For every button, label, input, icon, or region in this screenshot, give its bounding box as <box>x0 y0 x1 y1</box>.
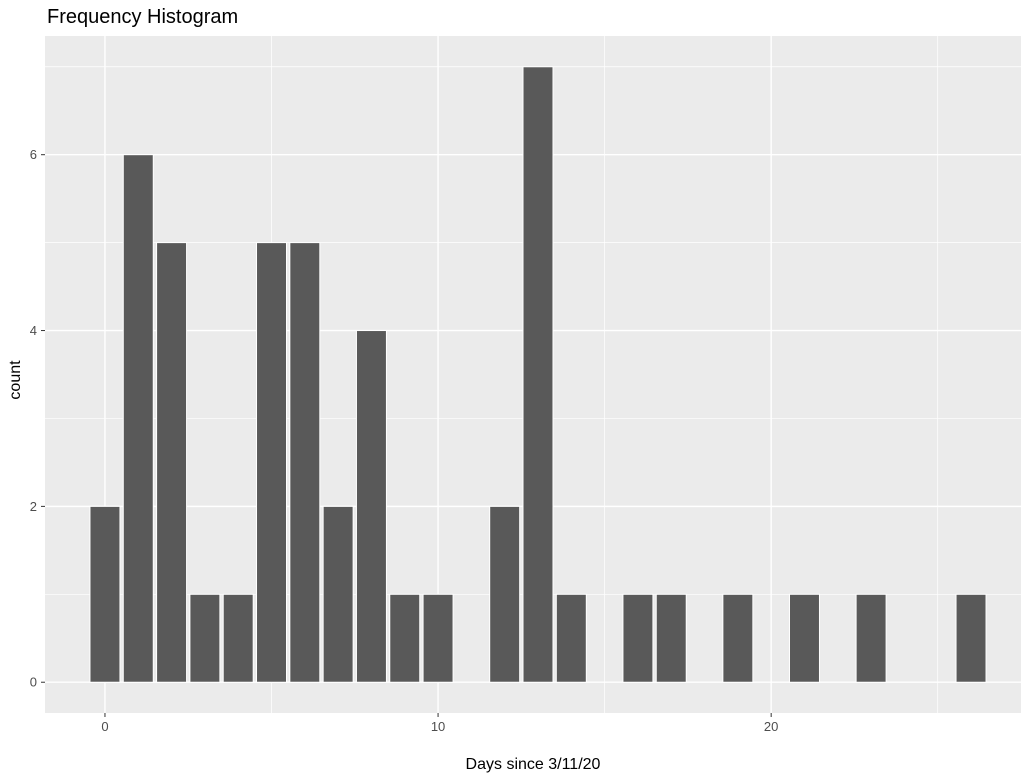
histogram-bar <box>89 505 121 683</box>
x-axis-title: Days since 3/11/20 <box>466 756 601 773</box>
histogram-bar <box>655 593 687 683</box>
histogram-bar <box>855 593 887 683</box>
y-tick-label: 4 <box>30 323 37 338</box>
histogram-bar <box>389 593 421 683</box>
histogram-bar <box>522 66 554 683</box>
tick-labels: 0 2 4 6 0 10 20 <box>30 147 779 734</box>
y-tick-label: 6 <box>30 147 37 162</box>
x-tick-label: 0 <box>101 719 108 734</box>
histogram-bar <box>156 242 188 683</box>
axis-ticks <box>41 154 772 717</box>
histogram-bar <box>422 593 454 683</box>
histogram-bar <box>289 242 321 683</box>
histogram-bar <box>122 154 154 683</box>
x-tick-label: 10 <box>431 719 445 734</box>
histogram-bar <box>788 593 820 683</box>
y-tick-label: 2 <box>30 499 37 514</box>
histogram-bar <box>222 593 254 683</box>
histogram-bar <box>489 505 521 683</box>
histogram-bar <box>955 593 987 683</box>
histogram-bar <box>622 593 654 683</box>
x-tick-label: 20 <box>764 719 778 734</box>
histogram-bar <box>256 242 288 683</box>
histogram-bar <box>722 593 754 683</box>
bars <box>89 66 987 683</box>
y-axis-title: count <box>7 360 24 400</box>
histogram-bar <box>189 593 221 683</box>
histogram-bar <box>322 505 354 683</box>
chart-title: Frequency Histogram <box>47 6 238 28</box>
histogram-bar <box>555 593 587 683</box>
histogram-bar <box>355 330 387 683</box>
y-tick-label: 0 <box>30 675 37 690</box>
